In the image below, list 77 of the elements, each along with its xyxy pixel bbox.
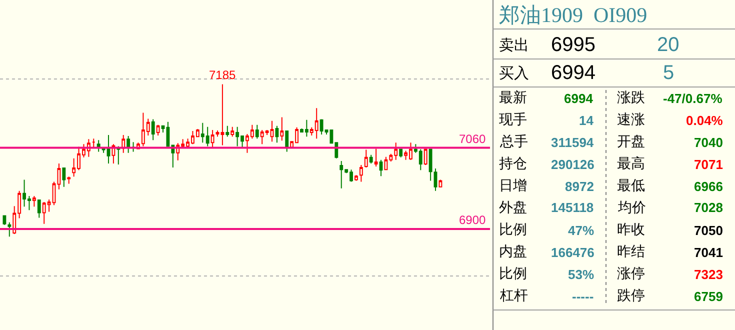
text: 最高: [617, 156, 645, 172]
text: 5: [663, 62, 674, 84]
text: 6966: [694, 179, 723, 194]
candlestick: [126, 136, 130, 154]
text: 买入: [499, 64, 529, 82]
text: 7040: [694, 135, 723, 150]
candlestick: [92, 138, 96, 148]
text: 最新: [499, 90, 527, 106]
text: 7041: [694, 245, 723, 260]
text: 昨结: [617, 244, 645, 260]
text: 311594: [551, 135, 594, 150]
candlestick: [226, 125, 230, 138]
text: -----: [572, 289, 594, 304]
text: 7028: [694, 200, 723, 215]
candlestick: [32, 195, 36, 208]
text: 6995: [551, 34, 596, 56]
text: 涨停: [617, 266, 645, 282]
text: 开盘: [617, 134, 645, 150]
text: 6759: [694, 289, 723, 304]
text: 166476: [551, 245, 594, 260]
candlestick: [424, 148, 428, 166]
text: 8972: [565, 179, 594, 194]
text: 总手: [499, 134, 528, 150]
candlestick: [37, 200, 41, 218]
text: 14: [579, 113, 594, 128]
text: 53%: [568, 267, 594, 282]
candlestick: [255, 124, 259, 140]
candlestick: [62, 168, 66, 188]
text: 7050: [694, 223, 723, 238]
text: 0.04%: [686, 113, 724, 128]
text: 比例: [499, 266, 527, 282]
text: 外盘: [499, 200, 527, 216]
candlestick: [374, 148, 378, 168]
candlestick: [354, 174, 358, 182]
annotation: 7185: [209, 68, 236, 82]
text: 现手: [499, 112, 527, 128]
text: 持仓: [499, 156, 527, 172]
text: 6994: [564, 91, 594, 106]
text: 最低: [617, 178, 645, 194]
text: 跌停: [617, 288, 645, 304]
text: 比例: [499, 222, 527, 238]
text: 杠杆: [499, 288, 528, 304]
text: 昨收: [617, 222, 645, 238]
candlestick: [285, 130, 289, 152]
candlestick: [359, 164, 363, 182]
text: 6994: [551, 62, 596, 84]
text: 涨跌: [617, 90, 645, 106]
text: 郑油1909 OI909: [499, 3, 648, 27]
candlestick: [156, 124, 160, 136]
text: 日增: [499, 178, 527, 194]
candlestick: [280, 116, 284, 142]
text: 7323: [694, 267, 723, 282]
text: 内盘: [499, 244, 527, 260]
candlestick: [399, 148, 403, 158]
text: 20: [657, 34, 680, 56]
text: 卖出: [499, 36, 529, 54]
candlestick: [67, 176, 71, 184]
candlestick: [364, 149, 368, 168]
text: 均价: [617, 200, 646, 216]
candlestick: [8, 222, 12, 238]
text: 290126: [551, 157, 594, 172]
text: 47%: [568, 223, 594, 238]
text: 速涨: [617, 112, 645, 128]
candlestick: [151, 118, 155, 141]
text: 145118: [551, 200, 594, 215]
ref-line-label: 6900: [459, 213, 486, 227]
candlestick: [275, 125, 279, 144]
ref-line-label: 7060: [459, 132, 486, 146]
candlestick: [369, 154, 373, 164]
text: -47/0.67%: [663, 91, 723, 106]
candlestick: [438, 179, 442, 188]
candlestick: [116, 146, 120, 165]
text: 7071: [694, 157, 723, 172]
candlestick: [230, 126, 234, 138]
candlestick: [210, 129, 214, 148]
candlestick: [379, 159, 383, 177]
candlestick: [96, 140, 100, 152]
